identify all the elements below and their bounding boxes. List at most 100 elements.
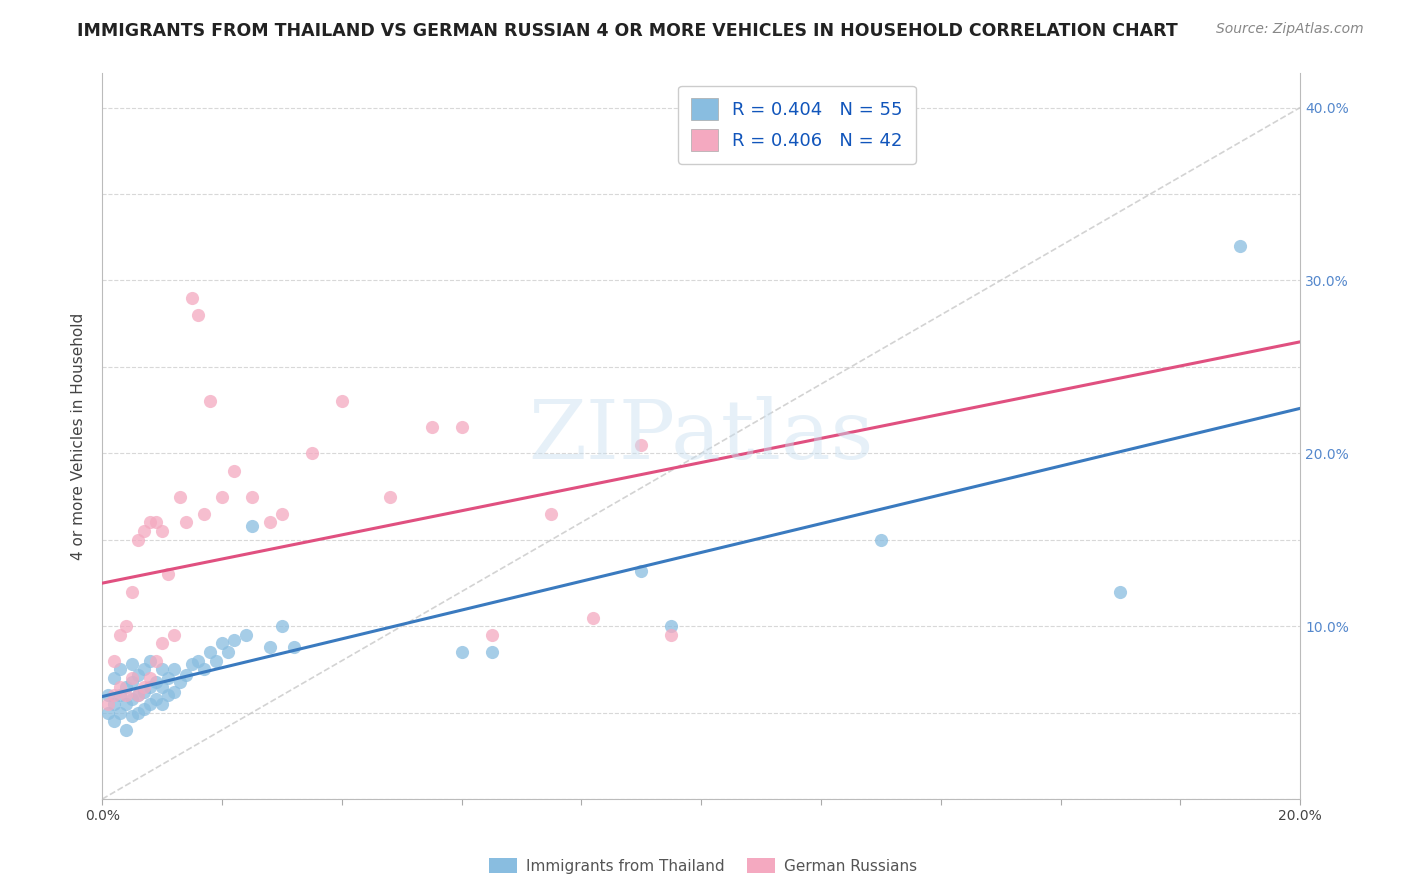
Point [270,619,292,633]
Point [450,645,472,659]
Point [630,564,652,578]
Point [121,657,143,672]
Point [127,706,149,720]
Text: ZIPatlas: ZIPatlas [529,396,875,476]
Point [115,680,138,694]
Point [108,680,131,694]
Point [121,674,143,689]
Point [193,507,215,521]
Point [150,680,173,694]
Point [181,657,204,672]
Point [150,524,173,538]
Point [157,567,180,582]
Point [198,394,221,409]
Point [869,533,891,547]
Point [217,645,239,659]
Point [145,516,167,530]
Point [1229,239,1251,253]
Point [659,628,682,642]
Point [121,584,143,599]
Point [211,490,233,504]
Point [145,691,167,706]
Point [235,628,257,642]
Point [108,662,131,676]
Point [481,645,503,659]
Point [582,610,605,624]
Legend: Immigrants from Thailand, German Russians: Immigrants from Thailand, German Russian… [482,852,924,880]
Point [283,640,305,654]
Point [222,464,245,478]
Point [139,654,162,668]
Point [134,524,156,538]
Point [450,420,472,434]
Point [121,709,143,723]
Point [134,680,156,694]
Point [169,490,191,504]
Point [420,420,443,434]
Text: IMMIGRANTS FROM THAILAND VS GERMAN RUSSIAN 4 OR MORE VEHICLES IN HOUSEHOLD CORRE: IMMIGRANTS FROM THAILAND VS GERMAN RUSSI… [77,22,1178,40]
Point [103,689,125,703]
Point [174,667,197,681]
Point [240,519,263,533]
Point [163,628,186,642]
Point [150,697,173,711]
Point [157,689,180,703]
Y-axis label: 4 or more Vehicles in Household: 4 or more Vehicles in Household [72,312,86,559]
Point [134,702,156,716]
Point [127,689,149,703]
Point [193,662,215,676]
Point [115,723,138,737]
Point [139,516,162,530]
Point [1109,584,1132,599]
Point [139,680,162,694]
Point [134,685,156,699]
Point [259,516,281,530]
Point [198,645,221,659]
Point [150,636,173,650]
Point [150,662,173,676]
Point [108,689,131,703]
Point [115,689,138,703]
Point [145,654,167,668]
Point [139,671,162,685]
Point [270,507,292,521]
Point [259,640,281,654]
Point [481,628,503,642]
Point [181,291,204,305]
Point [222,633,245,648]
Point [108,706,131,720]
Point [103,714,125,729]
Point [121,691,143,706]
Point [127,533,149,547]
Point [127,689,149,703]
Point [540,507,562,521]
Point [103,671,125,685]
Point [157,671,180,685]
Point [211,636,233,650]
Point [659,619,682,633]
Point [108,628,131,642]
Point [169,674,191,689]
Point [103,697,125,711]
Point [187,308,209,322]
Point [378,490,401,504]
Point [145,674,167,689]
Text: Source: ZipAtlas.com: Source: ZipAtlas.com [1216,22,1364,37]
Point [630,438,652,452]
Point [103,654,125,668]
Point [187,654,209,668]
Point [97,689,120,703]
Point [127,667,149,681]
Point [97,697,120,711]
Point [330,394,353,409]
Point [97,706,120,720]
Point [121,671,143,685]
Point [163,685,186,699]
Point [301,446,323,460]
Point [115,697,138,711]
Point [139,697,162,711]
Point [174,516,197,530]
Point [163,662,186,676]
Point [115,619,138,633]
Point [205,654,228,668]
